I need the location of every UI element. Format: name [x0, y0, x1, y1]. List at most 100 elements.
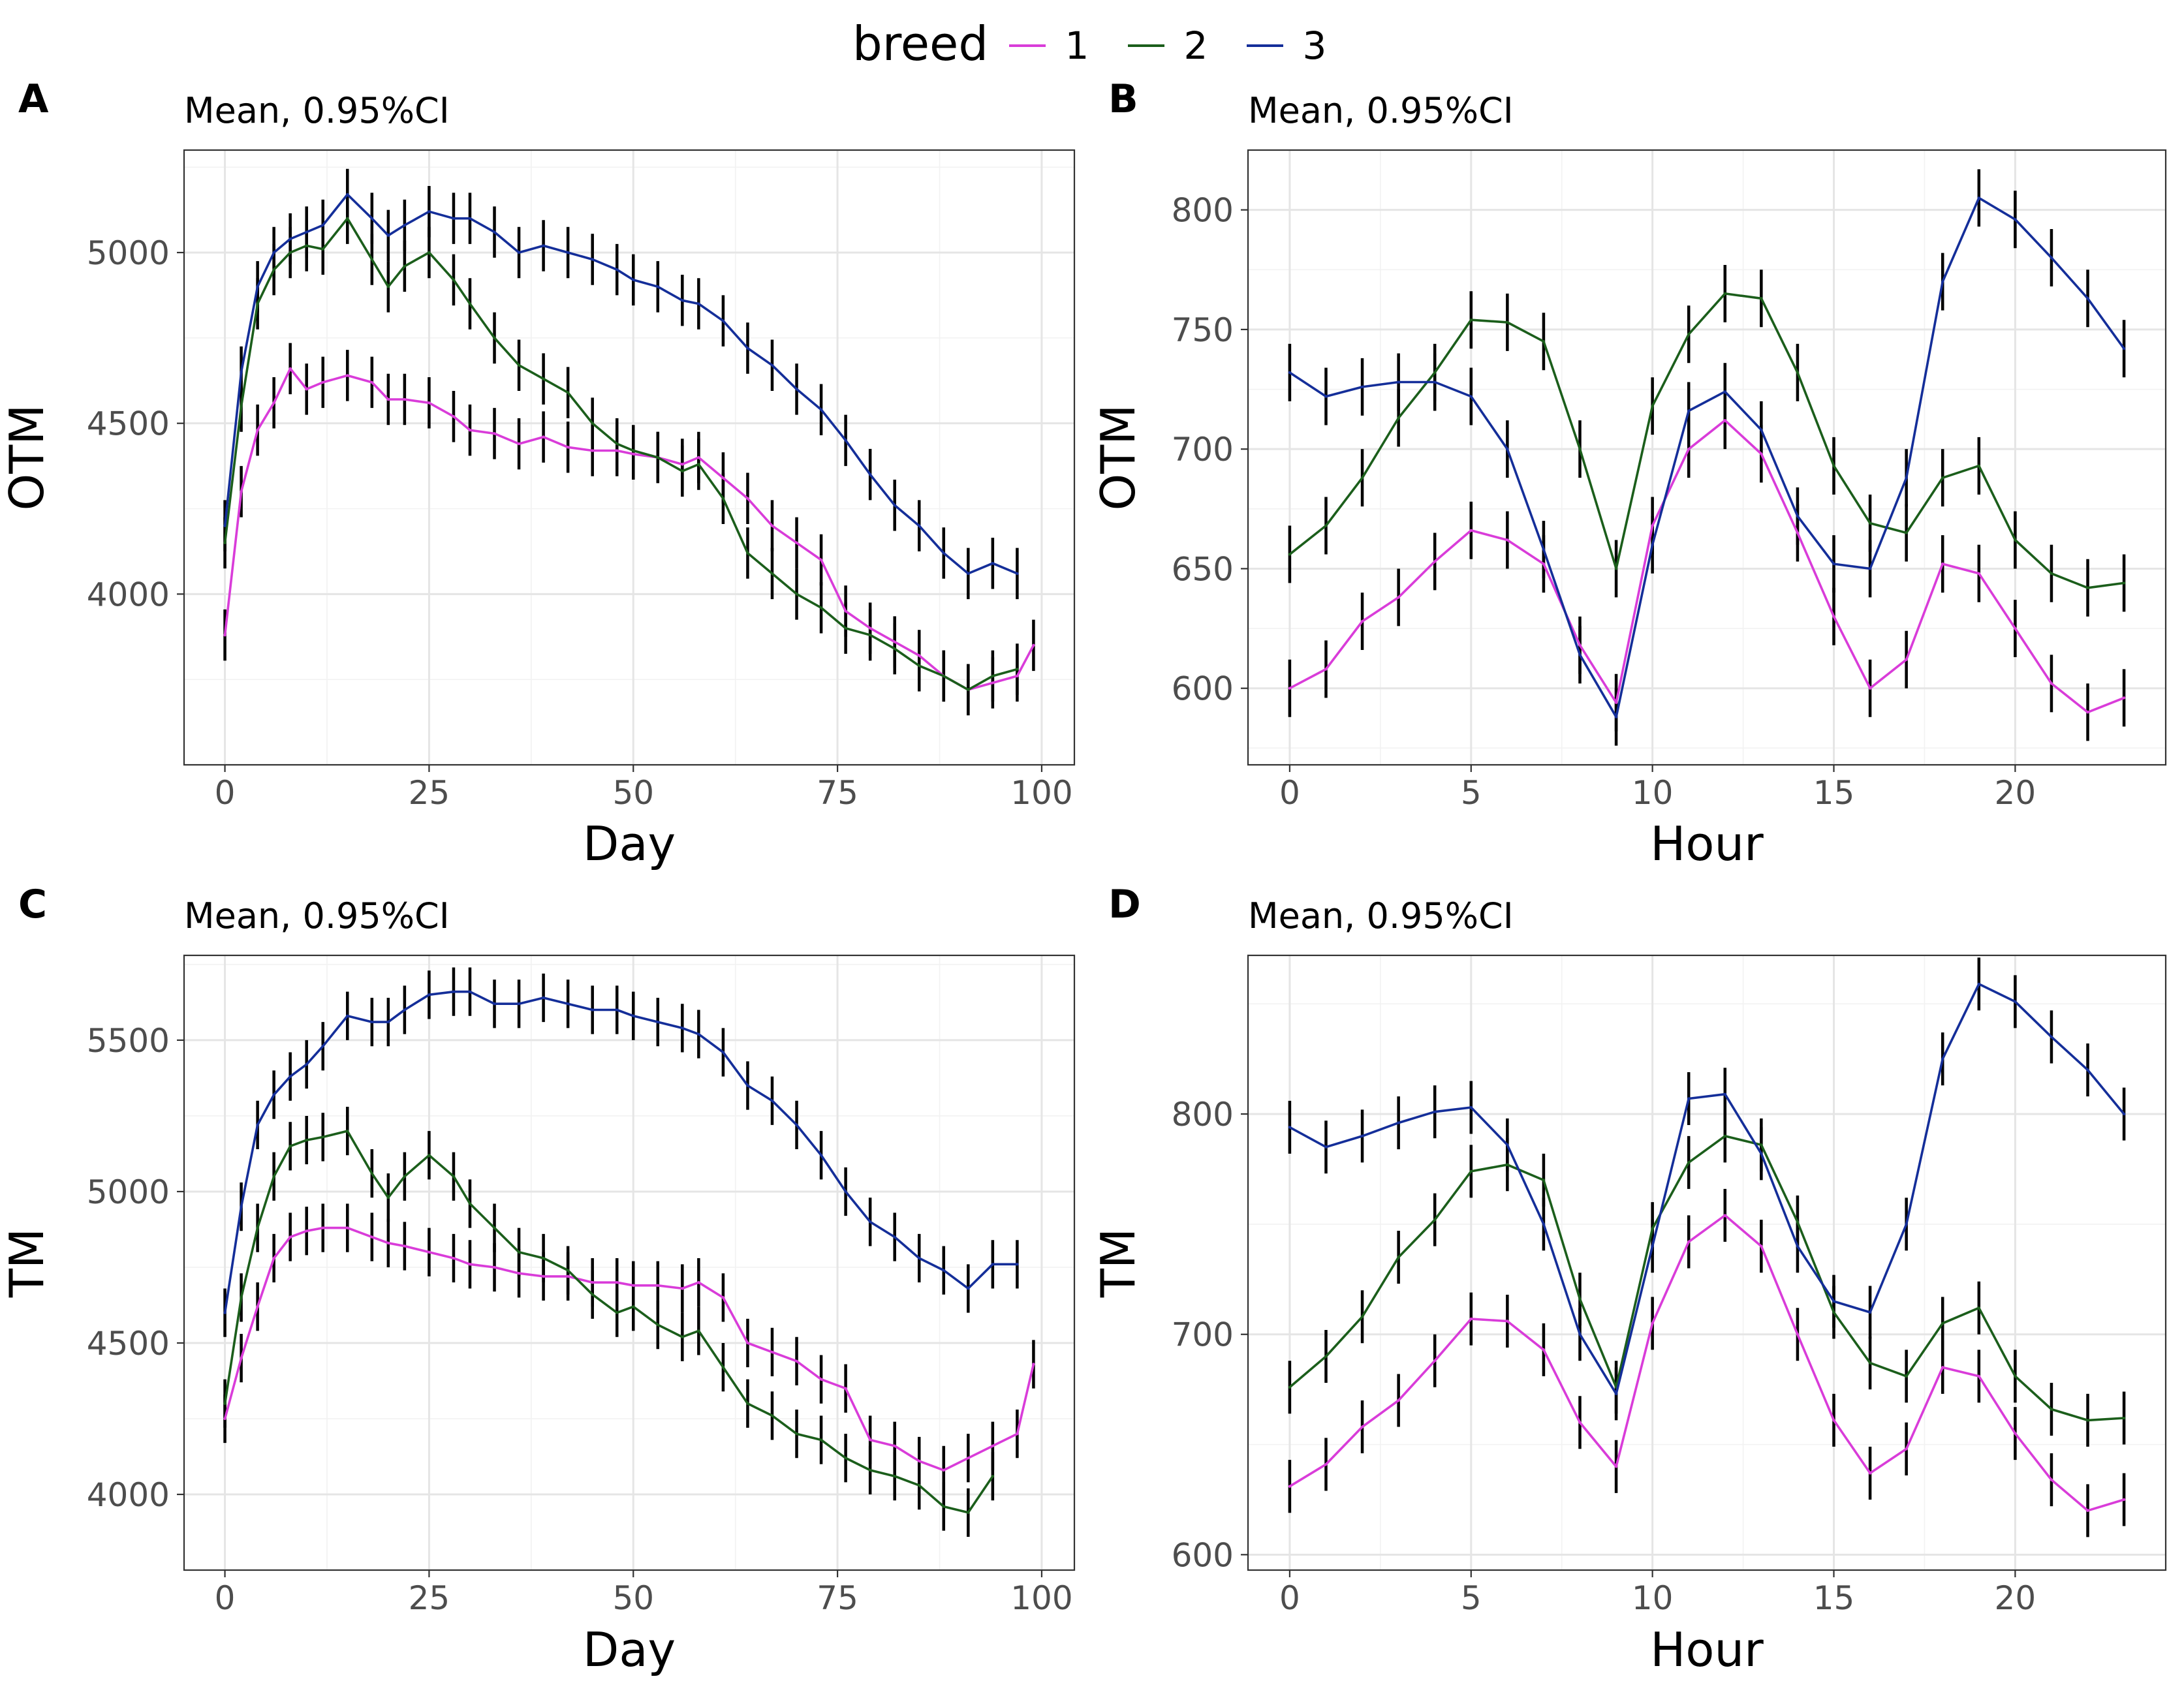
- data-point: [844, 1457, 847, 1460]
- data-point: [1016, 1263, 1019, 1266]
- data-point: [697, 463, 700, 466]
- data-point: [321, 380, 324, 384]
- x-tick-label: 5: [1461, 774, 1482, 812]
- data-point: [795, 388, 798, 391]
- series-line-3: [1289, 983, 2125, 1395]
- error-bars: [1288, 957, 2126, 1537]
- data-point: [2086, 586, 2089, 589]
- x-tick-label: 0: [1279, 1579, 1300, 1617]
- data-point: [428, 993, 431, 996]
- data-point: [967, 572, 970, 576]
- data-point: [2122, 581, 2126, 585]
- series-line-2: [1288, 1135, 2125, 1422]
- data-point: [795, 1359, 798, 1363]
- data-point: [770, 363, 774, 367]
- y-tick-label: 650: [1172, 550, 1234, 588]
- data-point: [1905, 531, 1908, 534]
- data-point: [632, 1284, 635, 1288]
- data-point: [386, 1196, 390, 1199]
- data-point: [1832, 1310, 1835, 1314]
- y-tick-label: 5000: [87, 1173, 170, 1211]
- x-tick-label: 100: [1010, 774, 1072, 812]
- data-point: [681, 1027, 684, 1030]
- data-point: [1360, 1315, 1364, 1318]
- data-point: [893, 1474, 896, 1478]
- data-point: [305, 230, 308, 234]
- data-point: [746, 1084, 749, 1087]
- data-point: [1651, 1244, 1654, 1248]
- y-axis-label: OTM: [0, 405, 54, 511]
- data-point: [844, 1387, 847, 1390]
- data-point: [1578, 1333, 1582, 1336]
- data-point: [256, 302, 259, 305]
- data-point: [1542, 1222, 1546, 1226]
- data-point: [591, 422, 594, 425]
- series-points-3: [223, 193, 1019, 576]
- data-point: [1506, 320, 1509, 324]
- data-point: [991, 1474, 995, 1478]
- x-tick-label: 50: [612, 774, 654, 812]
- data-point: [272, 401, 275, 405]
- data-point: [346, 217, 349, 220]
- data-point: [1288, 1126, 1292, 1129]
- data-point: [967, 1457, 970, 1460]
- data-point: [1324, 668, 1328, 671]
- data-point: [468, 1202, 472, 1205]
- gridlines: [1248, 955, 2166, 1570]
- y-tick-label: 5500: [87, 1022, 170, 1060]
- data-point: [591, 1293, 594, 1296]
- data-point: [1542, 1348, 1546, 1351]
- data-point: [616, 1008, 619, 1011]
- data-point: [452, 278, 456, 282]
- series-points-1: [1288, 418, 2126, 714]
- data-point: [1687, 447, 1691, 451]
- data-point: [1614, 567, 1618, 570]
- data-point: [1977, 572, 1980, 575]
- x-tick-label: 0: [1279, 774, 1300, 812]
- panel-border: [1247, 954, 2167, 1571]
- data-point: [918, 1256, 921, 1260]
- data-point: [289, 251, 292, 255]
- data-point: [2086, 1068, 2089, 1072]
- data-point: [893, 640, 896, 643]
- data-point: [632, 449, 635, 452]
- data-point: [1905, 476, 1908, 480]
- data-point: [428, 210, 431, 213]
- data-point: [656, 285, 659, 288]
- data-point: [305, 1229, 308, 1233]
- data-point: [991, 681, 995, 685]
- series-points-1: [223, 1226, 1035, 1472]
- data-point: [1832, 464, 1835, 468]
- data-point: [1832, 1419, 1835, 1422]
- x-tick-label: 20: [1995, 774, 2036, 812]
- error-bars: [1288, 169, 2126, 746]
- x-tick-label: 5: [1461, 1579, 1482, 1617]
- data-point: [272, 251, 275, 255]
- data-point: [1324, 524, 1328, 527]
- data-point: [223, 1311, 226, 1314]
- data-point: [1506, 1163, 1509, 1166]
- data-point: [2122, 347, 2126, 350]
- panel-subtitle: Mean, 0.95%CI: [184, 90, 450, 131]
- data-point: [697, 455, 700, 459]
- data-point: [1977, 464, 1980, 468]
- data-point: [1941, 1366, 1944, 1369]
- data-point: [240, 1296, 243, 1299]
- data-point: [1433, 1110, 1437, 1113]
- data-point: [1868, 1361, 1872, 1365]
- data-point: [868, 472, 872, 476]
- data-point: [2014, 1000, 2017, 1004]
- legend-label-2: 2: [1184, 23, 1208, 68]
- data-point: [305, 388, 308, 391]
- data-point: [1868, 521, 1872, 525]
- data-point: [1687, 333, 1691, 336]
- data-point: [542, 377, 545, 380]
- data-point: [542, 1274, 545, 1278]
- data-point: [346, 1226, 349, 1229]
- data-point: [1469, 318, 1473, 322]
- data-point: [370, 1020, 374, 1024]
- y-tick-label: 600: [1172, 670, 1234, 708]
- data-point: [616, 1280, 619, 1284]
- data-point: [1578, 447, 1582, 451]
- data-point: [272, 1093, 275, 1096]
